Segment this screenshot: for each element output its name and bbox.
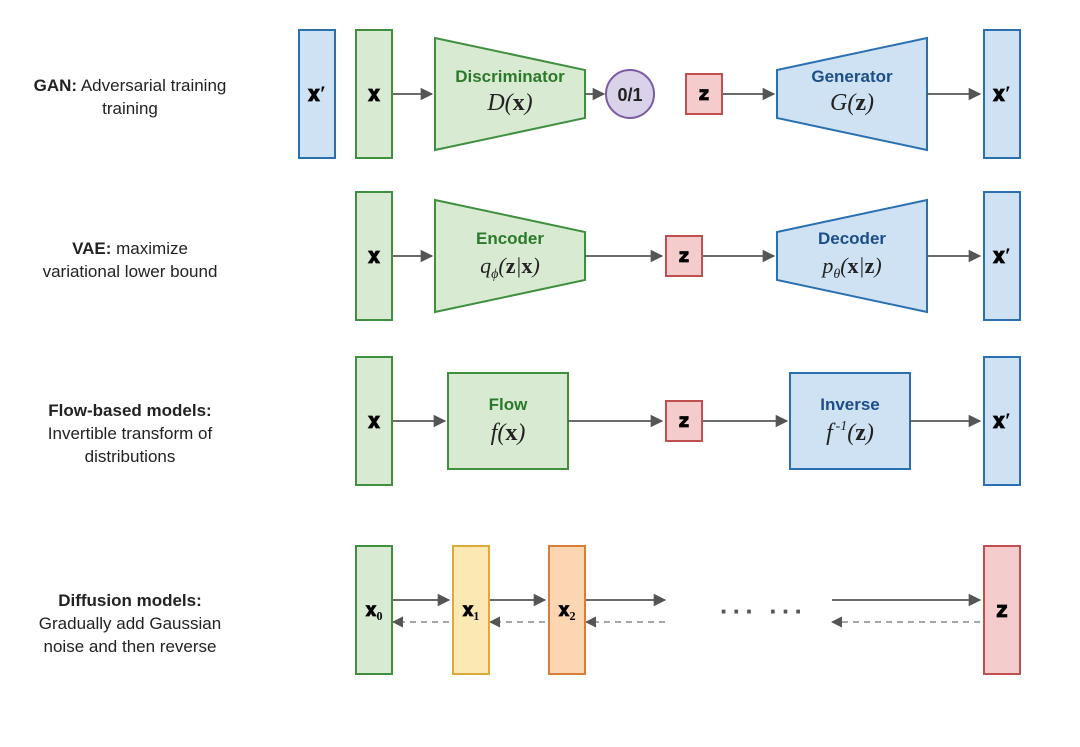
svg-text:0/1: 0/1 <box>617 85 642 105</box>
gan-xprime-right: 𝐱′ <box>983 29 1021 159</box>
svg-text:Inverse: Inverse <box>820 395 880 414</box>
vae-z: 𝐳 <box>665 235 703 277</box>
diffusion-ellipsis-icon: ··· ··· <box>720 596 807 627</box>
diagram-canvas: GAN: Adversarial training training VAE: … <box>0 0 1080 747</box>
gan-xprime-left: 𝐱′ <box>298 29 336 159</box>
diff-x1: 𝐱₁ <box>452 545 490 675</box>
gan-z: 𝐳 <box>685 73 723 115</box>
gan-x: 𝐱 <box>355 29 393 159</box>
svg-text:qϕ(z|x): qϕ(z|x) <box>480 253 540 282</box>
svg-text:f(x): f(x) <box>491 420 526 446</box>
svg-text:Flow: Flow <box>489 395 528 414</box>
svg-text:Encoder: Encoder <box>476 229 544 248</box>
diff-z: 𝐳 <box>983 545 1021 675</box>
shapes-svg: Discriminator D(x) Generator G(z) 0/1 En… <box>0 0 1080 747</box>
svg-text:Generator: Generator <box>811 67 893 86</box>
svg-text:D(x): D(x) <box>486 90 532 116</box>
flow-x: 𝐱 <box>355 356 393 486</box>
flow-xprime: 𝐱′ <box>983 356 1021 486</box>
diff-x0: 𝐱₀ <box>355 545 393 675</box>
svg-text:Discriminator: Discriminator <box>455 67 565 86</box>
vae-xprime: 𝐱′ <box>983 191 1021 321</box>
svg-text:pθ(x|z): pθ(x|z) <box>820 253 881 282</box>
vae-x: 𝐱 <box>355 191 393 321</box>
svg-text:Decoder: Decoder <box>818 229 886 248</box>
flow-z: 𝐳 <box>665 400 703 442</box>
svg-text:G(z): G(z) <box>830 90 874 116</box>
diff-x2: 𝐱₂ <box>548 545 586 675</box>
